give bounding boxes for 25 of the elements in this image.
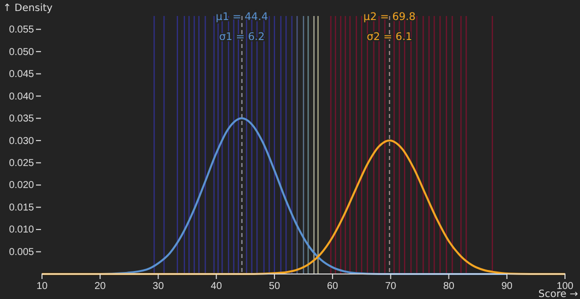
y-tick-label: 0.020 <box>8 180 34 192</box>
y-tick-label: 0.045 <box>8 69 34 80</box>
y-tick-label: 0.005 <box>8 246 34 258</box>
y-tick-label: 0.040 <box>8 91 34 102</box>
line-series <box>41 140 566 275</box>
ref-line-label: μ1 = 44.4 <box>216 11 268 23</box>
annotation: σ2 = 6.1 <box>366 31 412 44</box>
y-tick-label: 0.010 <box>8 224 34 236</box>
y-tick-label: 0.025 <box>8 158 34 169</box>
y-tick-label: 0.030 <box>8 136 34 147</box>
y-tick-label: 0.050 <box>8 46 34 58</box>
x-tick-label: 60 <box>326 281 339 292</box>
x-tick-label: 90 <box>501 281 513 292</box>
x-tick-label: 50 <box>268 281 280 292</box>
y-tick-label: 0.035 <box>8 114 34 125</box>
x-tick-label: 10 <box>36 281 48 292</box>
x-tick-label: 20 <box>94 281 106 292</box>
x-tick-label: 80 <box>443 281 455 292</box>
x-tick-label: 40 <box>210 281 222 292</box>
x-tick-label: 70 <box>385 281 397 292</box>
x-tick-label: 30 <box>152 281 164 292</box>
ref-line-label: μ2 = 69.8 <box>363 11 416 23</box>
y-tick-label: 0.015 <box>8 202 34 214</box>
y-tick-label: 0.055 <box>8 24 34 36</box>
y-axis-title: ↑ Density <box>3 3 53 14</box>
